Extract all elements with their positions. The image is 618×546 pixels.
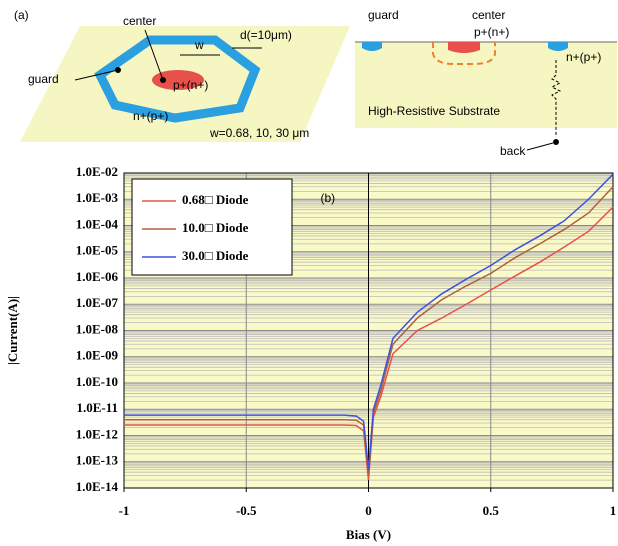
label: n+(p+) <box>133 109 168 123</box>
y-tick-label: 1.0E-10 <box>76 374 118 389</box>
y-tick-label: 1.0E-14 <box>76 479 119 494</box>
y-tick-label: 1.0E-11 <box>76 400 118 415</box>
leader <box>526 142 554 151</box>
y-tick-label: 1.0E-02 <box>76 164 118 179</box>
label: guard <box>28 72 59 86</box>
label: d(=10μm) <box>240 28 292 42</box>
resistor <box>550 60 562 137</box>
y-tick-label: 1.0E-08 <box>76 321 119 336</box>
series-line <box>124 206 614 481</box>
label: guard <box>368 8 399 22</box>
label: p+(n+) <box>474 25 509 39</box>
panel-label: (a) <box>14 8 29 22</box>
y-tick-label: 1.0E-09 <box>76 348 119 363</box>
x-tick-label: 1 <box>610 503 617 518</box>
substrate <box>355 42 617 128</box>
guard-cap <box>548 42 568 51</box>
guard-ring <box>94 35 261 123</box>
legend-label: 0.68□ Diode <box>182 192 249 207</box>
y-tick-label: 1.0E-04 <box>76 216 119 231</box>
leader <box>74 69 119 81</box>
label: back <box>500 144 526 158</box>
label: p+(n+) <box>173 78 208 92</box>
y-tick-label: 1.0E-05 <box>76 243 119 258</box>
label: w <box>194 38 204 52</box>
guard-cap <box>362 42 382 51</box>
y-tick-label: 1.0E-06 <box>76 269 119 284</box>
label: w=0.68, 10, 30 μm <box>209 126 309 140</box>
y-axis-label: |Current(A)| <box>5 296 20 365</box>
y-tick-label: 1.0E-03 <box>76 190 119 205</box>
x-tick-label: -1 <box>119 503 130 518</box>
annotation: (b) <box>321 191 336 205</box>
legend-label: 10.0□ Diode <box>182 220 249 235</box>
label: center <box>472 8 505 22</box>
y-tick-label: 1.0E-07 <box>76 295 119 310</box>
label: center <box>123 14 156 28</box>
depletion <box>432 42 496 65</box>
y-tick-label: 1.0E-13 <box>76 453 119 468</box>
legend-label: 30.0□ Diode <box>182 248 249 263</box>
series-line <box>124 173 614 470</box>
x-tick-label: 0 <box>365 503 372 518</box>
back-dot <box>553 139 559 145</box>
series-line <box>124 186 614 476</box>
label: High-Resistive Substrate <box>368 104 500 118</box>
x-tick-label: -0.5 <box>236 503 257 518</box>
center-cap <box>448 42 480 53</box>
label: n+(p+) <box>566 50 601 64</box>
leader <box>144 29 164 81</box>
x-axis-label: Bias (V) <box>346 527 391 542</box>
center-diode <box>152 70 204 90</box>
x-tick-label: 0.5 <box>483 503 500 518</box>
legend-box <box>131 178 293 276</box>
y-tick-label: 1.0E-12 <box>76 426 118 441</box>
